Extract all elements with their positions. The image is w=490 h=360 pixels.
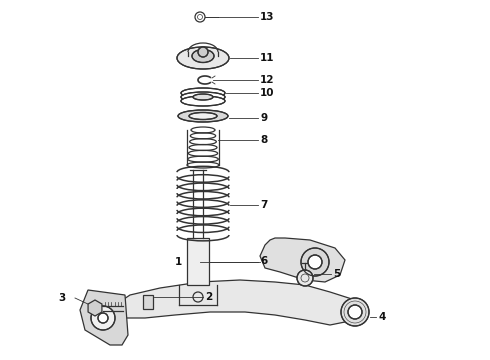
Text: 5: 5: [333, 269, 340, 279]
Text: 8: 8: [260, 135, 267, 144]
Circle shape: [98, 313, 108, 323]
Text: 10: 10: [260, 88, 274, 98]
Circle shape: [91, 306, 115, 330]
Polygon shape: [88, 300, 102, 316]
Text: 3: 3: [58, 293, 65, 303]
Circle shape: [301, 248, 329, 276]
Ellipse shape: [178, 110, 228, 122]
Ellipse shape: [177, 47, 229, 69]
Polygon shape: [260, 238, 345, 282]
Polygon shape: [80, 290, 128, 345]
Circle shape: [297, 270, 313, 286]
Bar: [187, 238, 209, 285]
Text: 7: 7: [260, 200, 268, 210]
Text: 2: 2: [205, 292, 212, 302]
Text: 1: 1: [175, 257, 182, 267]
Text: 11: 11: [260, 53, 274, 63]
Ellipse shape: [192, 50, 214, 63]
Bar: [143, 295, 153, 309]
Polygon shape: [115, 280, 360, 325]
Ellipse shape: [181, 88, 225, 98]
Text: 12: 12: [260, 75, 274, 85]
Circle shape: [198, 47, 208, 57]
Circle shape: [308, 255, 322, 269]
Circle shape: [348, 305, 362, 319]
Ellipse shape: [193, 94, 213, 100]
Text: 9: 9: [260, 113, 267, 123]
Ellipse shape: [181, 96, 225, 106]
Ellipse shape: [189, 112, 217, 120]
Text: 6: 6: [260, 256, 267, 266]
Ellipse shape: [181, 92, 225, 102]
Text: 4: 4: [378, 312, 385, 322]
Circle shape: [341, 298, 369, 326]
Text: 13: 13: [260, 12, 274, 22]
